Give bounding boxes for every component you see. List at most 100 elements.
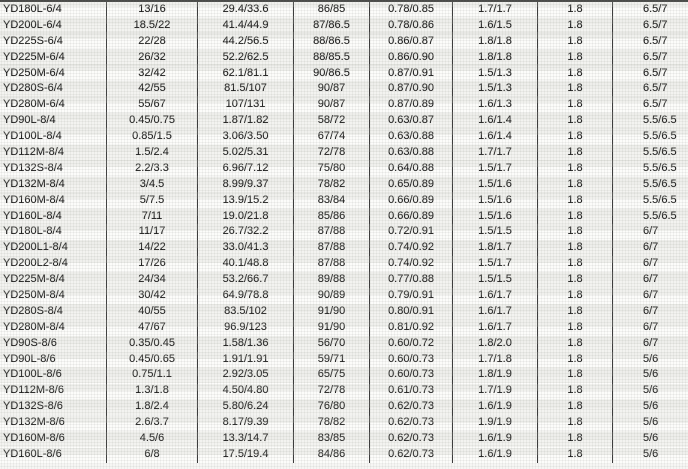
cell-max-torque-ratio: 1.8 (537, 2, 612, 18)
cell-max-torque-ratio: 1.8 (537, 176, 612, 193)
cell-max-torque-ratio: 1.8 (537, 160, 612, 177)
cell-efficiency: 89/88 (293, 272, 369, 289)
cell-current-ratio: 6.5/7 (612, 17, 688, 34)
cell-rated-current: 17.5/19.4 (197, 446, 293, 463)
cell-current-ratio: 5/6 (612, 446, 688, 463)
cell-power-rating: 2.6/3.7 (106, 415, 197, 432)
cell-max-torque-ratio: 1.8 (537, 224, 612, 241)
cell-power-rating: 0.35/0.45 (106, 335, 197, 352)
cell-power-rating: 0.75/1.1 (106, 367, 197, 384)
cell-torque-ratio: 1.5/1.3 (452, 65, 537, 82)
table-row: YD160M-8/4 5/7.5 13.9/15.2 83/84 0.66/0.… (0, 192, 688, 209)
cell-torque-ratio: 1.5/1.5 (452, 224, 537, 241)
cell-model: YD90L-8/4 (3, 114, 56, 127)
cell-rated-current: 64.9/78.8 (197, 288, 293, 304)
cell-torque-ratio: 1.5/1.7 (452, 160, 537, 177)
cell-model: YD160M-8/4 (3, 193, 65, 206)
cell-current-ratio: 5.5/6.5 (612, 208, 688, 225)
cell-max-torque-ratio: 1.8 (537, 399, 612, 416)
cell-max-torque-ratio: 1.8 (537, 113, 612, 130)
cell-rated-current: 5.80/6.24 (197, 399, 293, 416)
cell-torque-ratio: 1.6/1.9 (452, 431, 537, 447)
cell-current-ratio: 6.5/7 (612, 33, 688, 50)
table-row: YD90L-8/6 0.45/0.65 1.91/1.91 59/71 0.60… (0, 351, 688, 368)
cell-current-ratio: 5/6 (612, 399, 688, 416)
cell-torque-ratio: 1.7/1.9 (452, 383, 537, 400)
cell-rated-current: 26.7/32.2 (197, 224, 293, 241)
cell-power-factor: 0.87/0.91 (369, 65, 452, 82)
cell-current-ratio: 5/6 (612, 351, 688, 368)
cell-torque-ratio: 1.6/1.7 (452, 319, 537, 336)
cell-max-torque-ratio: 1.8 (537, 97, 612, 114)
cell-max-torque-ratio: 1.8 (537, 65, 612, 82)
table-row: YD160L-8/6 6/8 17.5/19.4 84/86 0.62/0.73… (0, 446, 688, 463)
cell-power-rating: 4.5/6 (106, 431, 197, 447)
cell-efficiency: 90/89 (293, 288, 369, 304)
table-row: YD132M-8/6 2.6/3.7 8.17/9.39 78/82 0.62/… (0, 415, 688, 432)
cell-max-torque-ratio: 1.8 (537, 319, 612, 336)
cell-torque-ratio: 1.5/1.6 (452, 208, 537, 225)
cell-rated-current: 6.96/7.12 (197, 160, 293, 177)
cell-current-ratio: 5.5/6.5 (612, 160, 688, 177)
cell-current-ratio: 6.5/7 (612, 49, 688, 66)
cell-torque-ratio: 1.5/1.6 (452, 176, 537, 193)
cell-current-ratio: 5.5/6.5 (612, 129, 688, 146)
cell-model: YD225M-6/4 (3, 50, 65, 63)
cell-power-rating: 55/67 (106, 97, 197, 114)
cell-rated-current: 33.0/41.3 (197, 240, 293, 257)
cell-rated-current: 83.5/102 (197, 303, 293, 320)
cell-max-torque-ratio: 1.8 (537, 145, 612, 161)
table-row: YD180L-8/4 11/17 26.7/32.2 87/88 0.72/0.… (0, 224, 688, 241)
cell-current-ratio: 6/7 (612, 224, 688, 241)
cell-torque-ratio: 1.5/1.3 (452, 81, 537, 98)
cell-torque-ratio: 1.7/1.7 (452, 2, 537, 18)
cell-power-rating: 13/16 (106, 2, 197, 18)
table-row: YD225S-6/4 22/28 44.2/56.5 88/86.5 0.86/… (0, 33, 688, 50)
cell-torque-ratio: 1.7/1.7 (452, 145, 537, 161)
cell-max-torque-ratio: 1.8 (537, 208, 612, 225)
cell-rated-current: 96.9/123 (197, 319, 293, 336)
cell-rated-current: 44.2/56.5 (197, 33, 293, 50)
cell-efficiency: 83/85 (293, 431, 369, 447)
cell-power-factor: 0.65/0.89 (369, 176, 452, 193)
cell-torque-ratio: 1.9/1.9 (452, 415, 537, 432)
cell-max-torque-ratio: 1.8 (537, 431, 612, 447)
table-row: YD90L-8/4 0.45/0.75 1.87/1.82 58/72 0.63… (0, 113, 688, 130)
cell-max-torque-ratio: 1.8 (537, 240, 612, 257)
cell-efficiency: 72/78 (293, 383, 369, 400)
cell-torque-ratio: 1.6/1.5 (452, 17, 537, 34)
cell-max-torque-ratio: 1.8 (537, 17, 612, 34)
cell-torque-ratio: 1.6/1.9 (452, 446, 537, 463)
cell-efficiency: 83/84 (293, 192, 369, 209)
table-row: YD132S-8/4 2.2/3.3 6.96/7.12 75/80 0.64/… (0, 160, 688, 177)
cell-power-factor: 0.64/0.88 (369, 160, 452, 177)
cell-model: YD112M-8/6 (3, 384, 64, 397)
cell-model: YD160L-8/6 (3, 447, 62, 460)
cell-power-factor: 0.63/0.88 (369, 129, 452, 146)
cell-torque-ratio: 1.6/1.4 (452, 113, 537, 130)
cell-model: YD160L-8/4 (3, 209, 62, 222)
cell-rated-current: 62.1/81.1 (197, 65, 293, 82)
cell-power-factor: 0.66/0.89 (369, 192, 452, 209)
cell-current-ratio: 6/7 (612, 335, 688, 352)
cell-power-rating: 32/42 (106, 65, 197, 82)
cell-power-factor: 0.63/0.88 (369, 145, 452, 161)
cell-power-factor: 0.66/0.89 (369, 208, 452, 225)
cell-torque-ratio: 1.6/1.3 (452, 97, 537, 114)
cell-current-ratio: 6/7 (612, 240, 688, 257)
cell-power-factor: 0.80/0.91 (369, 303, 452, 320)
cell-current-ratio: 5/6 (612, 383, 688, 400)
cell-power-rating: 6/8 (106, 446, 197, 463)
cell-rated-current: 2.92/3.05 (197, 367, 293, 384)
cell-power-rating: 5/7.5 (106, 192, 197, 209)
cell-max-torque-ratio: 1.8 (537, 81, 612, 98)
cell-rated-current: 5.02/5.31 (197, 145, 293, 161)
cell-current-ratio: 6/7 (612, 256, 688, 273)
cell-model: YD280S-8/4 (3, 304, 63, 317)
cell-rated-current: 1.58/1.36 (197, 335, 293, 352)
cell-current-ratio: 5.5/6.5 (612, 192, 688, 209)
cell-rated-current: 81.5/107 (197, 81, 293, 98)
cell-power-rating: 18.5/22 (106, 17, 197, 34)
cell-efficiency: 72/78 (293, 145, 369, 161)
